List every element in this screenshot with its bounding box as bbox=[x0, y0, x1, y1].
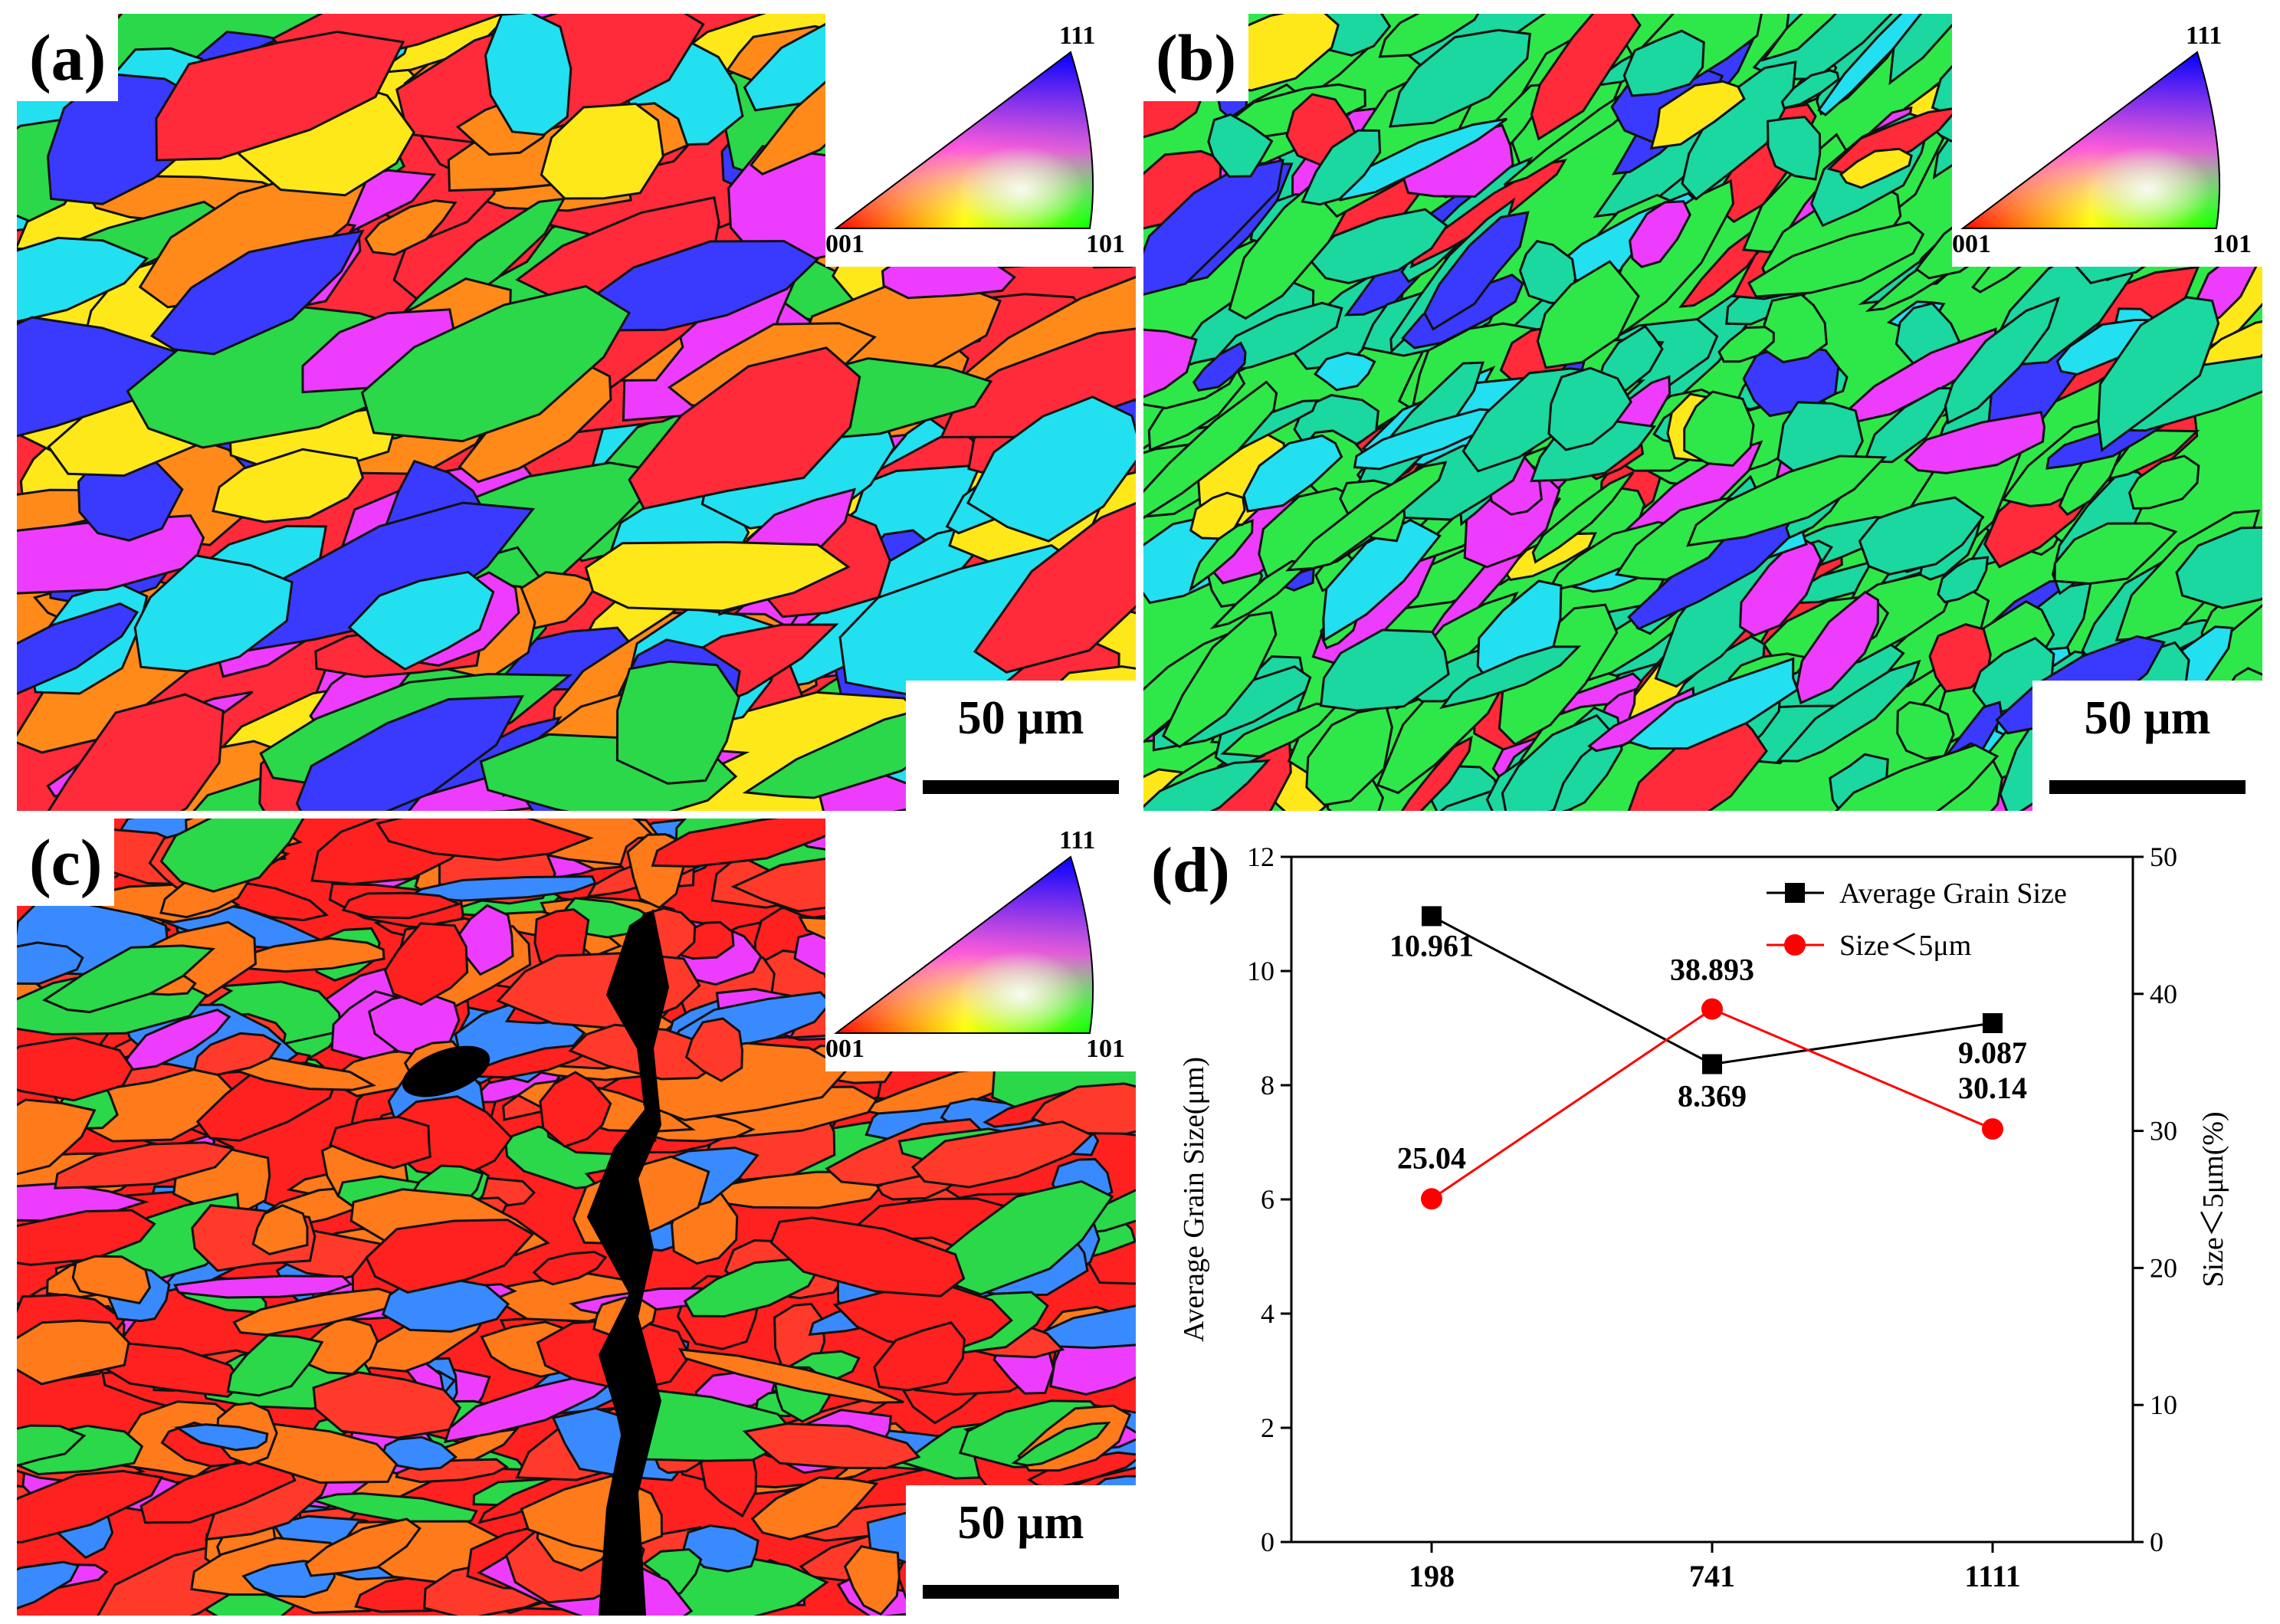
panel-label-c: (c) bbox=[17, 819, 115, 906]
ebsd-grain-map-b bbox=[1143, 14, 2262, 811]
ipf-111-label: 111 bbox=[1059, 21, 1096, 50]
data-label: 25.04 bbox=[1397, 1140, 1466, 1175]
y-left-tick-label: 2 bbox=[1261, 1412, 1275, 1443]
y-left-tick-label: 6 bbox=[1261, 1184, 1275, 1215]
ipf-key-b: 111 001 101 bbox=[1952, 14, 2262, 267]
ipf-111-label: 111 bbox=[1059, 826, 1096, 855]
ipf-triangle-icon bbox=[1960, 51, 2221, 229]
y-right-tick-label: 50 bbox=[2150, 842, 2177, 872]
legend-square-marker bbox=[1785, 883, 1805, 903]
data-label: 38.893 bbox=[1670, 953, 1754, 987]
panel-label-a: (a) bbox=[17, 14, 119, 101]
grain-size-chart: (d) 0 2 4 6 8 10 12 0 10 20 30 40 50 198 741 1111 Averag… bbox=[1151, 835, 2229, 1593]
ipf-key-a: 111 001 101 bbox=[825, 14, 1136, 267]
scale-bar-line bbox=[923, 1585, 1119, 1599]
ipf-001-label: 001 bbox=[825, 230, 864, 258]
ipf-key-c: 111 001 101 bbox=[825, 819, 1136, 1071]
data-point-circle bbox=[1421, 1188, 1442, 1210]
ebsd-map-b: (b) 111 001 101 50 µm bbox=[1143, 14, 2262, 811]
data-point-square bbox=[1702, 1054, 1722, 1074]
data-label: 8.369 bbox=[1678, 1079, 1747, 1114]
scale-bar-line bbox=[2049, 780, 2246, 794]
y-left-tick-label: 12 bbox=[1247, 842, 1275, 872]
y-right-tick-label: 20 bbox=[2150, 1252, 2177, 1283]
data-label: 10.961 bbox=[1389, 928, 1474, 963]
scale-bar-c: 50 µm bbox=[906, 1485, 1136, 1616]
y-left-tick-label: 10 bbox=[1247, 956, 1275, 986]
data-point-square bbox=[1422, 906, 1442, 927]
chart-series: 10.961 8.369 9.087 25.04 38.893 30.14 bbox=[1389, 906, 2027, 1210]
x-tick-label: 1111 bbox=[1964, 1559, 2020, 1593]
y-right-axis-label: Size＜5μm(%) bbox=[2197, 1111, 2229, 1287]
panel-label-b: (b) bbox=[1143, 14, 1249, 101]
y-right-tick-label: 10 bbox=[2150, 1389, 2177, 1420]
y-right-tick-label: 40 bbox=[2150, 979, 2177, 1009]
y-right-tick-label: 0 bbox=[2150, 1527, 2164, 1557]
x-tick-label: 198 bbox=[1409, 1559, 1455, 1593]
data-label: 30.14 bbox=[1958, 1071, 2027, 1105]
ipf-triangle-icon bbox=[834, 855, 1094, 1034]
ipf-101-label: 101 bbox=[1086, 1035, 1125, 1063]
y-left-tick-label: 0 bbox=[1261, 1527, 1275, 1557]
ebsd-map-a: (a) 111 001 101 50 µm bbox=[17, 14, 1136, 811]
ipf-101-label: 101 bbox=[2213, 230, 2252, 258]
ipf-triangle-icon bbox=[834, 51, 1094, 229]
y-left-tick-label: 8 bbox=[1261, 1070, 1275, 1101]
scale-bar-text: 50 µm bbox=[2084, 692, 2211, 744]
y-left-tick-label: 4 bbox=[1261, 1298, 1275, 1329]
legend-label: Size＜5μm bbox=[1839, 930, 1971, 962]
data-point-circle bbox=[1982, 1118, 2003, 1140]
scale-bar-b: 50 µm bbox=[2032, 681, 2262, 811]
y-right-tick-label: 30 bbox=[2150, 1116, 2177, 1147]
legend-circle-marker bbox=[1784, 934, 1806, 956]
data-point-square bbox=[1983, 1013, 2003, 1034]
scale-bar-text: 50 µm bbox=[957, 1497, 1084, 1549]
data-point-circle bbox=[1701, 998, 1723, 1020]
scale-bar-text: 50 µm bbox=[957, 692, 1084, 744]
ipf-001-label: 001 bbox=[825, 1035, 864, 1063]
scale-bar-line bbox=[923, 780, 1119, 794]
data-label: 9.087 bbox=[1958, 1035, 2027, 1070]
legend-label: Average Grain Size bbox=[1839, 878, 2067, 910]
y-left-axis-label: Average Grain Size(μm) bbox=[1178, 1057, 1210, 1342]
chart-axes: 0 2 4 6 8 10 12 0 10 20 30 40 50 198 741 1111 Average Gr… bbox=[1178, 842, 2229, 1593]
x-tick-label: 741 bbox=[1689, 1559, 1735, 1593]
ipf-101-label: 101 bbox=[1086, 230, 1125, 258]
chart-legend: Average Grain Size Size＜5μm bbox=[1767, 878, 2067, 962]
panel-label-d: (d) bbox=[1151, 835, 1230, 906]
ipf-001-label: 001 bbox=[1952, 230, 1991, 258]
ebsd-map-c: (c) 111 001 101 50 µm bbox=[17, 819, 1136, 1616]
ipf-111-label: 111 bbox=[2186, 21, 2223, 50]
scale-bar-a: 50 µm bbox=[906, 681, 1136, 811]
